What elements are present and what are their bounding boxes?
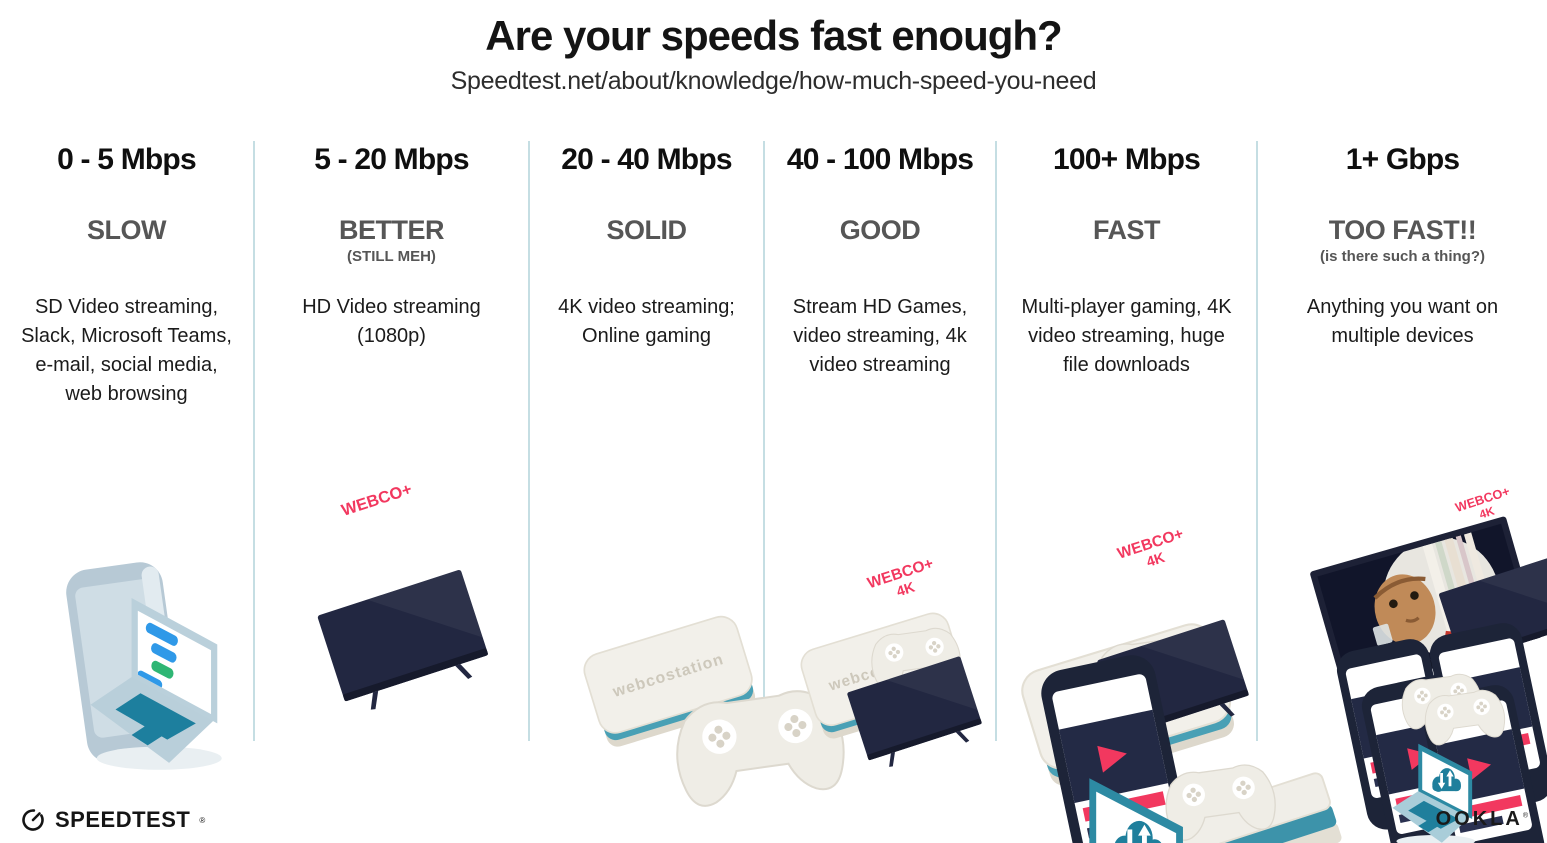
speedtest-gauge-icon	[22, 809, 44, 831]
tv-icon: WEBCO+	[317, 480, 494, 718]
tv-4k-label: 4K	[1145, 550, 1168, 571]
column-40-100-mbps: 40 - 100 Mbps GOOD Stream HD Games, vide…	[765, 141, 997, 773]
page-subtitle-url: Speedtest.net/about/knowledge/how-much-s…	[450, 67, 1097, 95]
illustration-game-console	[579, 611, 850, 810]
column-5-20-mbps: 5 - 20 Mbps BETTER (STILL MEH) HD Video …	[255, 141, 530, 741]
speed-range: 20 - 40 Mbps	[561, 143, 732, 176]
speed-label: SLOW	[87, 215, 167, 245]
speed-description: SD Video streaming, Slack, Microsoft Tea…	[21, 296, 232, 405]
speed-description: HD Video streaming (1080p)	[302, 296, 481, 347]
tv-4k-label: 4K	[895, 579, 918, 600]
column-1-plus-gbps: 1+ Gbps TOO FAST!! (is there such a thin…	[1258, 141, 1547, 843]
illustration-multi-device: WEBCO+ 4K	[1016, 525, 1344, 843]
speed-range: 1+ Gbps	[1345, 143, 1460, 176]
speed-range: 40 - 100 Mbps	[786, 143, 974, 176]
speedtest-trademark: ®	[199, 815, 206, 825]
speed-label: SOLID	[606, 215, 687, 245]
speed-range: 0 - 5 Mbps	[57, 143, 197, 176]
speed-columns: 0 - 5 Mbps SLOW SD Video streaming, Slac…	[0, 141, 1547, 843]
speedtest-wordmark: SPEEDTEST	[55, 807, 191, 832]
speed-range: 5 - 20 Mbps	[314, 143, 469, 176]
speed-label: BETTER	[339, 215, 445, 245]
header: Are your speeds fast enough? Speedtest.n…	[0, 12, 1547, 96]
column-20-40-mbps: 20 - 40 Mbps SOLID 4K video streaming; O…	[530, 141, 850, 810]
illustration-laptop-phone	[63, 559, 253, 741]
illustration-console-4k-tv: WEBCO+ 4K	[796, 555, 987, 773]
speed-label: FAST	[1092, 215, 1161, 245]
speedtest-logo: SPEEDTEST ®	[20, 807, 206, 833]
illustration-everything: WEBCO+ 4K	[1258, 483, 1547, 843]
speed-description: Anything you want on multiple devices	[1306, 296, 1499, 347]
column-0-5-mbps: 0 - 5 Mbps SLOW SD Video streaming, Slac…	[0, 141, 255, 741]
ookla-wordmark: OOKLA	[1435, 808, 1523, 830]
speed-description: Stream HD Games, video streaming, 4k vid…	[792, 296, 968, 376]
speed-label: TOO FAST!!	[1328, 215, 1477, 245]
speed-sublabel: (is there such a thing?)	[1319, 248, 1485, 265]
column-100-plus-mbps: 100+ Mbps FAST Multi-player gaming, 4K v…	[997, 141, 1344, 843]
speed-description: 4K video streaming; Online gaming	[558, 296, 735, 347]
page-title: Are your speeds fast enough?	[485, 12, 1062, 59]
illustration-hd-tv: WEBCO+	[317, 480, 494, 718]
tv-brand-label: WEBCO+	[339, 480, 414, 520]
speed-description: Multi-player gaming, 4K video streaming,…	[1021, 296, 1232, 376]
ookla-logo: OOKLA®	[1436, 808, 1531, 831]
ookla-trademark: ®	[1522, 812, 1531, 820]
speed-label: GOOD	[839, 215, 921, 245]
speed-range: 100+ Mbps	[1052, 143, 1201, 176]
footer: SPEEDTEST ® OOKLA®	[0, 798, 1547, 843]
tv-4k-label: 4K	[1478, 504, 1497, 521]
speed-sublabel: (STILL MEH)	[347, 248, 436, 265]
